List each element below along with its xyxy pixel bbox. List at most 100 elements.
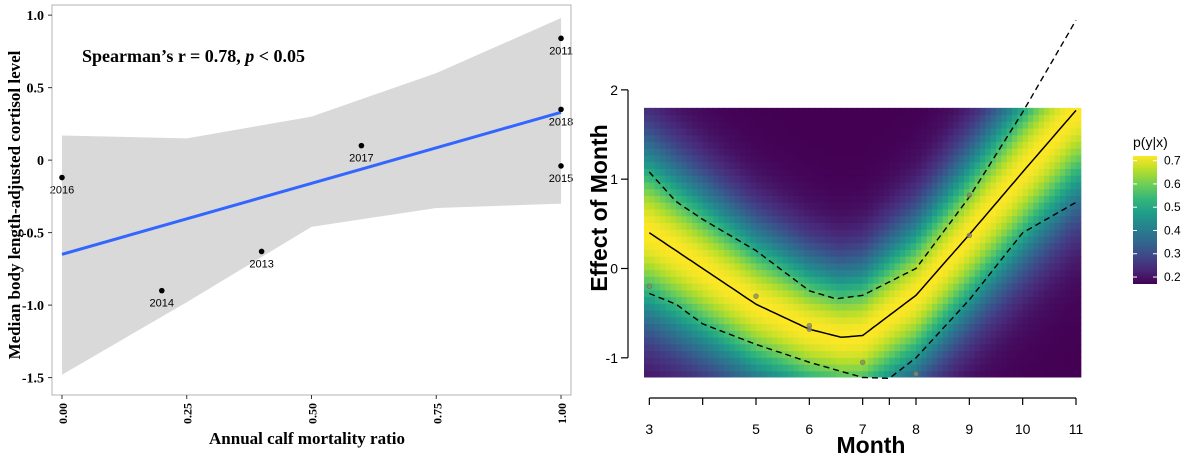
- heat-cell: [1065, 141, 1072, 149]
- heat-cell: [900, 256, 906, 264]
- heat-cell: [1060, 141, 1066, 149]
- heat-cell: [980, 296, 986, 304]
- heat-cell: [708, 121, 714, 129]
- heat-cell: [777, 107, 784, 116]
- heat-cell: [713, 303, 720, 311]
- heat-cell: [665, 343, 672, 352]
- heat-cell: [1033, 276, 1040, 284]
- heat-cell: [857, 249, 864, 257]
- heat-cell: [921, 276, 928, 284]
- heat-cell: [670, 316, 677, 325]
- heat-cell: [1060, 181, 1066, 190]
- heat-cell: [745, 107, 752, 116]
- heat-cell: [681, 310, 688, 318]
- heat-cell: [820, 195, 826, 203]
- heat-cell: [761, 289, 768, 298]
- heat-cell: [942, 202, 949, 210]
- heat-cell: [809, 310, 816, 318]
- heat-cell: [814, 357, 821, 365]
- heat-cell: [942, 222, 949, 230]
- heat-cell: [708, 148, 714, 156]
- heat-cell: [1033, 215, 1040, 223]
- heat-cell: [889, 336, 896, 345]
- heat-cell: [889, 296, 896, 304]
- heat-cell: [713, 195, 720, 203]
- heat-cell: [958, 202, 965, 210]
- heat-cell: [980, 175, 986, 183]
- heat-cell: [718, 357, 725, 365]
- heat-cell: [990, 323, 997, 331]
- heat-cell: [958, 161, 965, 170]
- heat-cell: [702, 316, 709, 325]
- heat-cell: [942, 107, 949, 116]
- heat-cell: [788, 235, 794, 244]
- heat-cell: [676, 235, 682, 244]
- heat-cell: [708, 256, 714, 264]
- heat-cell: [772, 188, 778, 196]
- heat-cell: [932, 330, 938, 338]
- heat-cell: [793, 310, 800, 318]
- heat-cell: [830, 208, 837, 217]
- heat-cell: [926, 363, 933, 372]
- heat-cell: [718, 168, 725, 176]
- heat-cell: [777, 350, 784, 358]
- heat-cell: [1001, 363, 1008, 372]
- heat-cell: [734, 363, 741, 372]
- heat-cell: [878, 363, 885, 372]
- heat-cell: [1038, 276, 1045, 284]
- heat-cell: [1044, 195, 1050, 203]
- heat-cell: [724, 134, 730, 143]
- heat-cell: [884, 296, 890, 304]
- heat-cell: [660, 195, 666, 203]
- heat-cell: [953, 330, 960, 338]
- heat-cell: [1033, 161, 1040, 170]
- heat-cell: [889, 242, 896, 250]
- heat-cell: [734, 303, 741, 311]
- heat-cell: [916, 276, 922, 284]
- heat-cell: [868, 343, 874, 352]
- heat-cell: [846, 283, 853, 291]
- heat-cell: [804, 222, 810, 230]
- heat-cell: [921, 148, 928, 156]
- heat-cell: [756, 303, 762, 311]
- heat-cell: [1049, 235, 1056, 244]
- heat-cell: [996, 269, 1002, 277]
- heat-cell: [958, 276, 965, 284]
- heat-cell: [900, 114, 906, 122]
- heat-cell: [665, 148, 672, 156]
- heat-cell: [686, 370, 693, 378]
- heat-cell: [1070, 370, 1077, 378]
- heat-cell: [1012, 235, 1018, 244]
- data-point-2017: [358, 142, 365, 149]
- heat-cell: [814, 310, 821, 318]
- heat-cell: [862, 256, 869, 264]
- heat-cell: [916, 195, 922, 203]
- heat-cell: [926, 343, 933, 352]
- heat-cell: [740, 195, 746, 203]
- heat-cell: [990, 168, 997, 176]
- heat-cell: [1076, 343, 1082, 352]
- heat-cell: [665, 316, 672, 325]
- heat-cell: [905, 215, 912, 223]
- heat-cell: [777, 148, 784, 156]
- heat-cell: [814, 330, 821, 338]
- heat-cell: [1028, 343, 1034, 352]
- heat-cell: [788, 303, 794, 311]
- heat-cell: [740, 188, 746, 196]
- heat-cell: [1049, 303, 1056, 311]
- heat-cell: [900, 242, 906, 250]
- heat-cell: [937, 107, 944, 116]
- heat-cell: [1033, 175, 1040, 183]
- heat-cell: [670, 343, 677, 352]
- heat-cell: [900, 283, 906, 291]
- heat-cell: [916, 222, 922, 230]
- heat-cell: [750, 141, 757, 149]
- heat-cell: [772, 215, 778, 223]
- heat-cell: [649, 370, 656, 378]
- heat-cell: [649, 256, 656, 264]
- heat-cell: [1049, 127, 1056, 136]
- heat-cell: [681, 242, 688, 250]
- heat-cell: [900, 262, 906, 271]
- heat-cell: [686, 323, 693, 331]
